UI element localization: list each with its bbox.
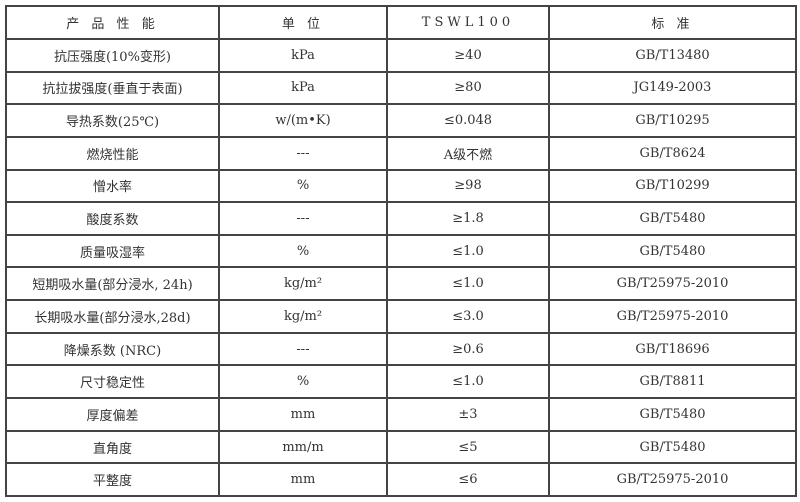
cell-value: ±3 xyxy=(386,397,550,432)
cell-value: ≤0.048 xyxy=(386,103,550,138)
table-row: 降燥系数 (NRC) --- ≥0.6 GB/T18696 xyxy=(5,331,797,367)
cell-property: 酸度系数 xyxy=(5,201,220,236)
table-row: 抗压强度(10%变形) kPa ≥40 GB/T13480 xyxy=(5,38,797,73)
cell-unit: % xyxy=(218,233,388,269)
cell-value: ≥80 xyxy=(386,70,550,106)
cell-unit: kg/m² xyxy=(218,266,388,302)
cell-standard: GB/T8811 xyxy=(548,364,797,400)
table-row: 抗拉拔强度(垂直于表面) kPa ≥80 JG149-2003 xyxy=(5,70,797,106)
cell-standard: GB/T5480 xyxy=(548,429,797,465)
cell-standard: GB/T10295 xyxy=(548,103,797,138)
cell-standard: GB/T10299 xyxy=(548,168,797,204)
cell-property: 燃烧性能 xyxy=(5,135,220,171)
cell-value: ≤1.0 xyxy=(386,364,550,400)
cell-property: 短期吸水量(部分浸水, 24h) xyxy=(5,266,220,302)
cell-standard: GB/T18696 xyxy=(548,331,797,367)
cell-standard: GB/T25975-2010 xyxy=(548,266,797,302)
cell-property: 导热系数(25℃) xyxy=(5,103,220,138)
cell-unit: kg/m² xyxy=(218,299,388,334)
cell-value: ≤1.0 xyxy=(386,233,550,269)
cell-property: 尺寸稳定性 xyxy=(5,364,220,400)
cell-standard: GB/T5480 xyxy=(548,233,797,269)
cell-value: ≤1.0 xyxy=(386,266,550,302)
table-row: 憎水率% ≥98 GB/T10299 xyxy=(5,168,797,204)
cell-property: 憎水率 xyxy=(5,168,220,204)
cell-unit: % xyxy=(218,168,388,204)
cell-value: A级不燃 xyxy=(386,135,550,171)
header-property: 产 品 性 能 xyxy=(5,5,220,40)
cell-unit: w/(m•K) xyxy=(218,103,388,138)
cell-value: ≤5 xyxy=(386,429,550,465)
cell-standard: GB/T13480 xyxy=(548,38,797,73)
cell-standard: GB/T25975-2010 xyxy=(548,299,797,334)
table-row: 短期吸水量(部分浸水, 24h) kg/m² ≤1.0 GB/T25975-2010 xyxy=(5,266,797,302)
cell-property: 质量吸湿率 xyxy=(5,233,220,269)
table-row: 质量吸湿率% ≤1.0 GB/T5480 xyxy=(5,233,797,269)
table-row: 酸度系数 --- ≥1.8 GB/T5480 xyxy=(5,201,797,236)
cell-unit: kPa xyxy=(218,38,388,73)
cell-value: ≥0.6 xyxy=(386,331,550,367)
cell-property: 直角度 xyxy=(5,429,220,465)
cell-standard: JG149-2003 xyxy=(548,70,797,106)
cell-unit: mm xyxy=(218,462,388,497)
table-row: 导热系数(25℃) w/(m•K) ≤0.048 GB/T10295 xyxy=(5,103,797,138)
cell-property: 降燥系数 (NRC) xyxy=(5,331,220,367)
header-model: TSWL100 xyxy=(386,5,550,40)
cell-standard: GB/T25975-2010 xyxy=(548,462,797,497)
cell-value: ≥40 xyxy=(386,38,550,73)
product-spec-table: 产 品 性 能 单 位 TSWL100 标 准 抗压强度(10%变形) kPa ≥4… xyxy=(5,5,797,497)
cell-value: ≥1.8 xyxy=(386,201,550,236)
table-row: 尺寸稳定性% ≤1.0 GB/T8811 xyxy=(5,364,797,400)
cell-property: 抗拉拔强度(垂直于表面) xyxy=(5,70,220,106)
cell-standard: GB/T5480 xyxy=(548,201,797,236)
table-row: 厚度偏差 mm ±3 GB/T5480 xyxy=(5,397,797,432)
table-row: 平整度 mm ≤6 GB/T25975-2010 xyxy=(5,462,797,497)
cell-unit: --- xyxy=(218,201,388,236)
header-standard: 标 准 xyxy=(548,5,797,40)
cell-unit: mm xyxy=(218,397,388,432)
cell-unit: --- xyxy=(218,135,388,171)
cell-unit: mm/m xyxy=(218,429,388,465)
cell-value: ≤6 xyxy=(386,462,550,497)
cell-value: ≥98 xyxy=(386,168,550,204)
cell-property: 长期吸水量(部分浸水,28d) xyxy=(5,299,220,334)
cell-value: ≤3.0 xyxy=(386,299,550,334)
cell-unit: kPa xyxy=(218,70,388,106)
table-row: 燃烧性能 --- A级不燃 GB/T8624 xyxy=(5,135,797,171)
table-row: 长期吸水量(部分浸水,28d) kg/m² ≤3.0 GB/T25975-2010 xyxy=(5,299,797,334)
cell-property: 抗压强度(10%变形) xyxy=(5,38,220,73)
cell-property: 厚度偏差 xyxy=(5,397,220,432)
header-row: 产 品 性 能 单 位 TSWL100 标 准 xyxy=(5,5,797,40)
cell-standard: GB/T8624 xyxy=(548,135,797,171)
cell-unit: % xyxy=(218,364,388,400)
table-row: 直角度 mm/m ≤5 GB/T5480 xyxy=(5,429,797,465)
cell-standard: GB/T5480 xyxy=(548,397,797,432)
cell-unit: --- xyxy=(218,331,388,367)
cell-property: 平整度 xyxy=(5,462,220,497)
header-unit: 单 位 xyxy=(218,5,388,40)
